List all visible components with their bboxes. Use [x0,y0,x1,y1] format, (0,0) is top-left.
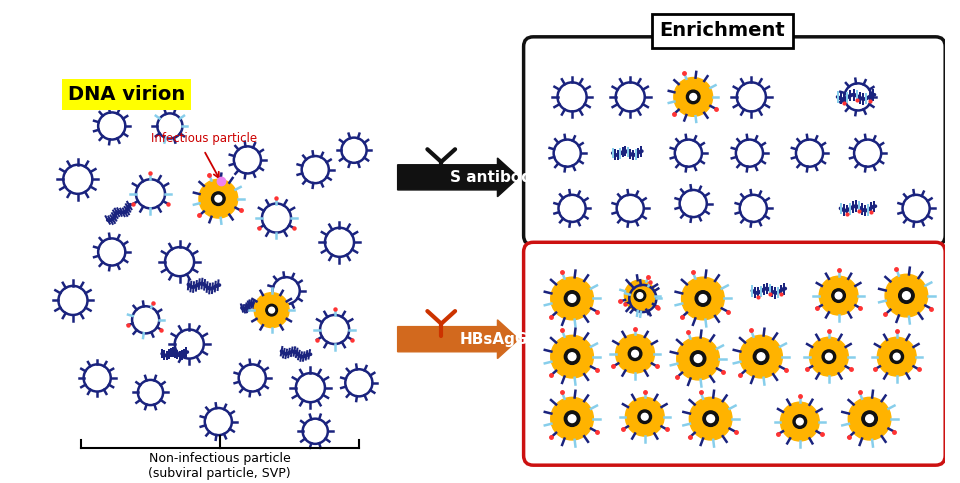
Circle shape [637,293,643,298]
Circle shape [568,353,576,360]
Circle shape [797,418,804,425]
Circle shape [862,411,877,426]
Circle shape [199,179,238,218]
Circle shape [902,292,910,299]
Text: Infectious particle: Infectious particle [151,132,257,145]
Circle shape [695,291,710,306]
Circle shape [793,415,806,428]
Circle shape [564,291,580,306]
Circle shape [899,288,914,303]
Circle shape [690,94,697,100]
Circle shape [849,398,891,440]
Circle shape [677,337,719,380]
Circle shape [674,78,712,116]
Circle shape [757,353,765,360]
Circle shape [635,290,646,301]
Circle shape [266,304,277,316]
Text: HBsAgGi: HBsAgGi [460,332,533,347]
Circle shape [819,276,858,315]
Circle shape [628,347,642,360]
Circle shape [809,337,849,376]
Circle shape [211,192,225,205]
Circle shape [699,295,707,302]
Circle shape [740,335,782,378]
Circle shape [822,350,835,363]
Circle shape [831,289,846,302]
Text: DNA virion: DNA virion [68,85,185,104]
Circle shape [564,349,580,364]
Text: Enrichment: Enrichment [660,21,785,40]
Circle shape [835,292,842,299]
Circle shape [615,334,655,373]
Circle shape [885,274,927,317]
Circle shape [754,349,769,364]
Circle shape [632,350,638,357]
Circle shape [780,402,819,441]
Circle shape [682,277,724,320]
Circle shape [568,415,576,423]
Circle shape [686,90,700,104]
Circle shape [564,411,580,426]
FancyBboxPatch shape [523,37,946,245]
Circle shape [890,350,903,363]
Circle shape [269,307,275,313]
Circle shape [638,410,652,424]
Circle shape [826,353,832,360]
Circle shape [254,293,289,327]
Text: S antibody: S antibody [450,170,542,185]
Circle shape [551,277,593,320]
FancyArrow shape [397,158,518,197]
Circle shape [568,295,576,302]
Circle shape [894,353,900,360]
Circle shape [215,195,222,202]
Circle shape [707,415,714,423]
Circle shape [551,335,593,378]
Text: Non-infectious particle
(subviral particle, SVP): Non-infectious particle (subviral partic… [149,452,291,480]
Circle shape [625,398,664,436]
Circle shape [877,337,916,376]
Circle shape [551,398,593,440]
Circle shape [694,355,702,362]
Circle shape [641,413,648,420]
Circle shape [866,415,874,423]
Circle shape [689,398,732,440]
FancyBboxPatch shape [523,242,946,465]
Circle shape [624,280,656,311]
FancyArrow shape [397,320,518,358]
Circle shape [703,411,718,426]
Circle shape [690,351,706,366]
